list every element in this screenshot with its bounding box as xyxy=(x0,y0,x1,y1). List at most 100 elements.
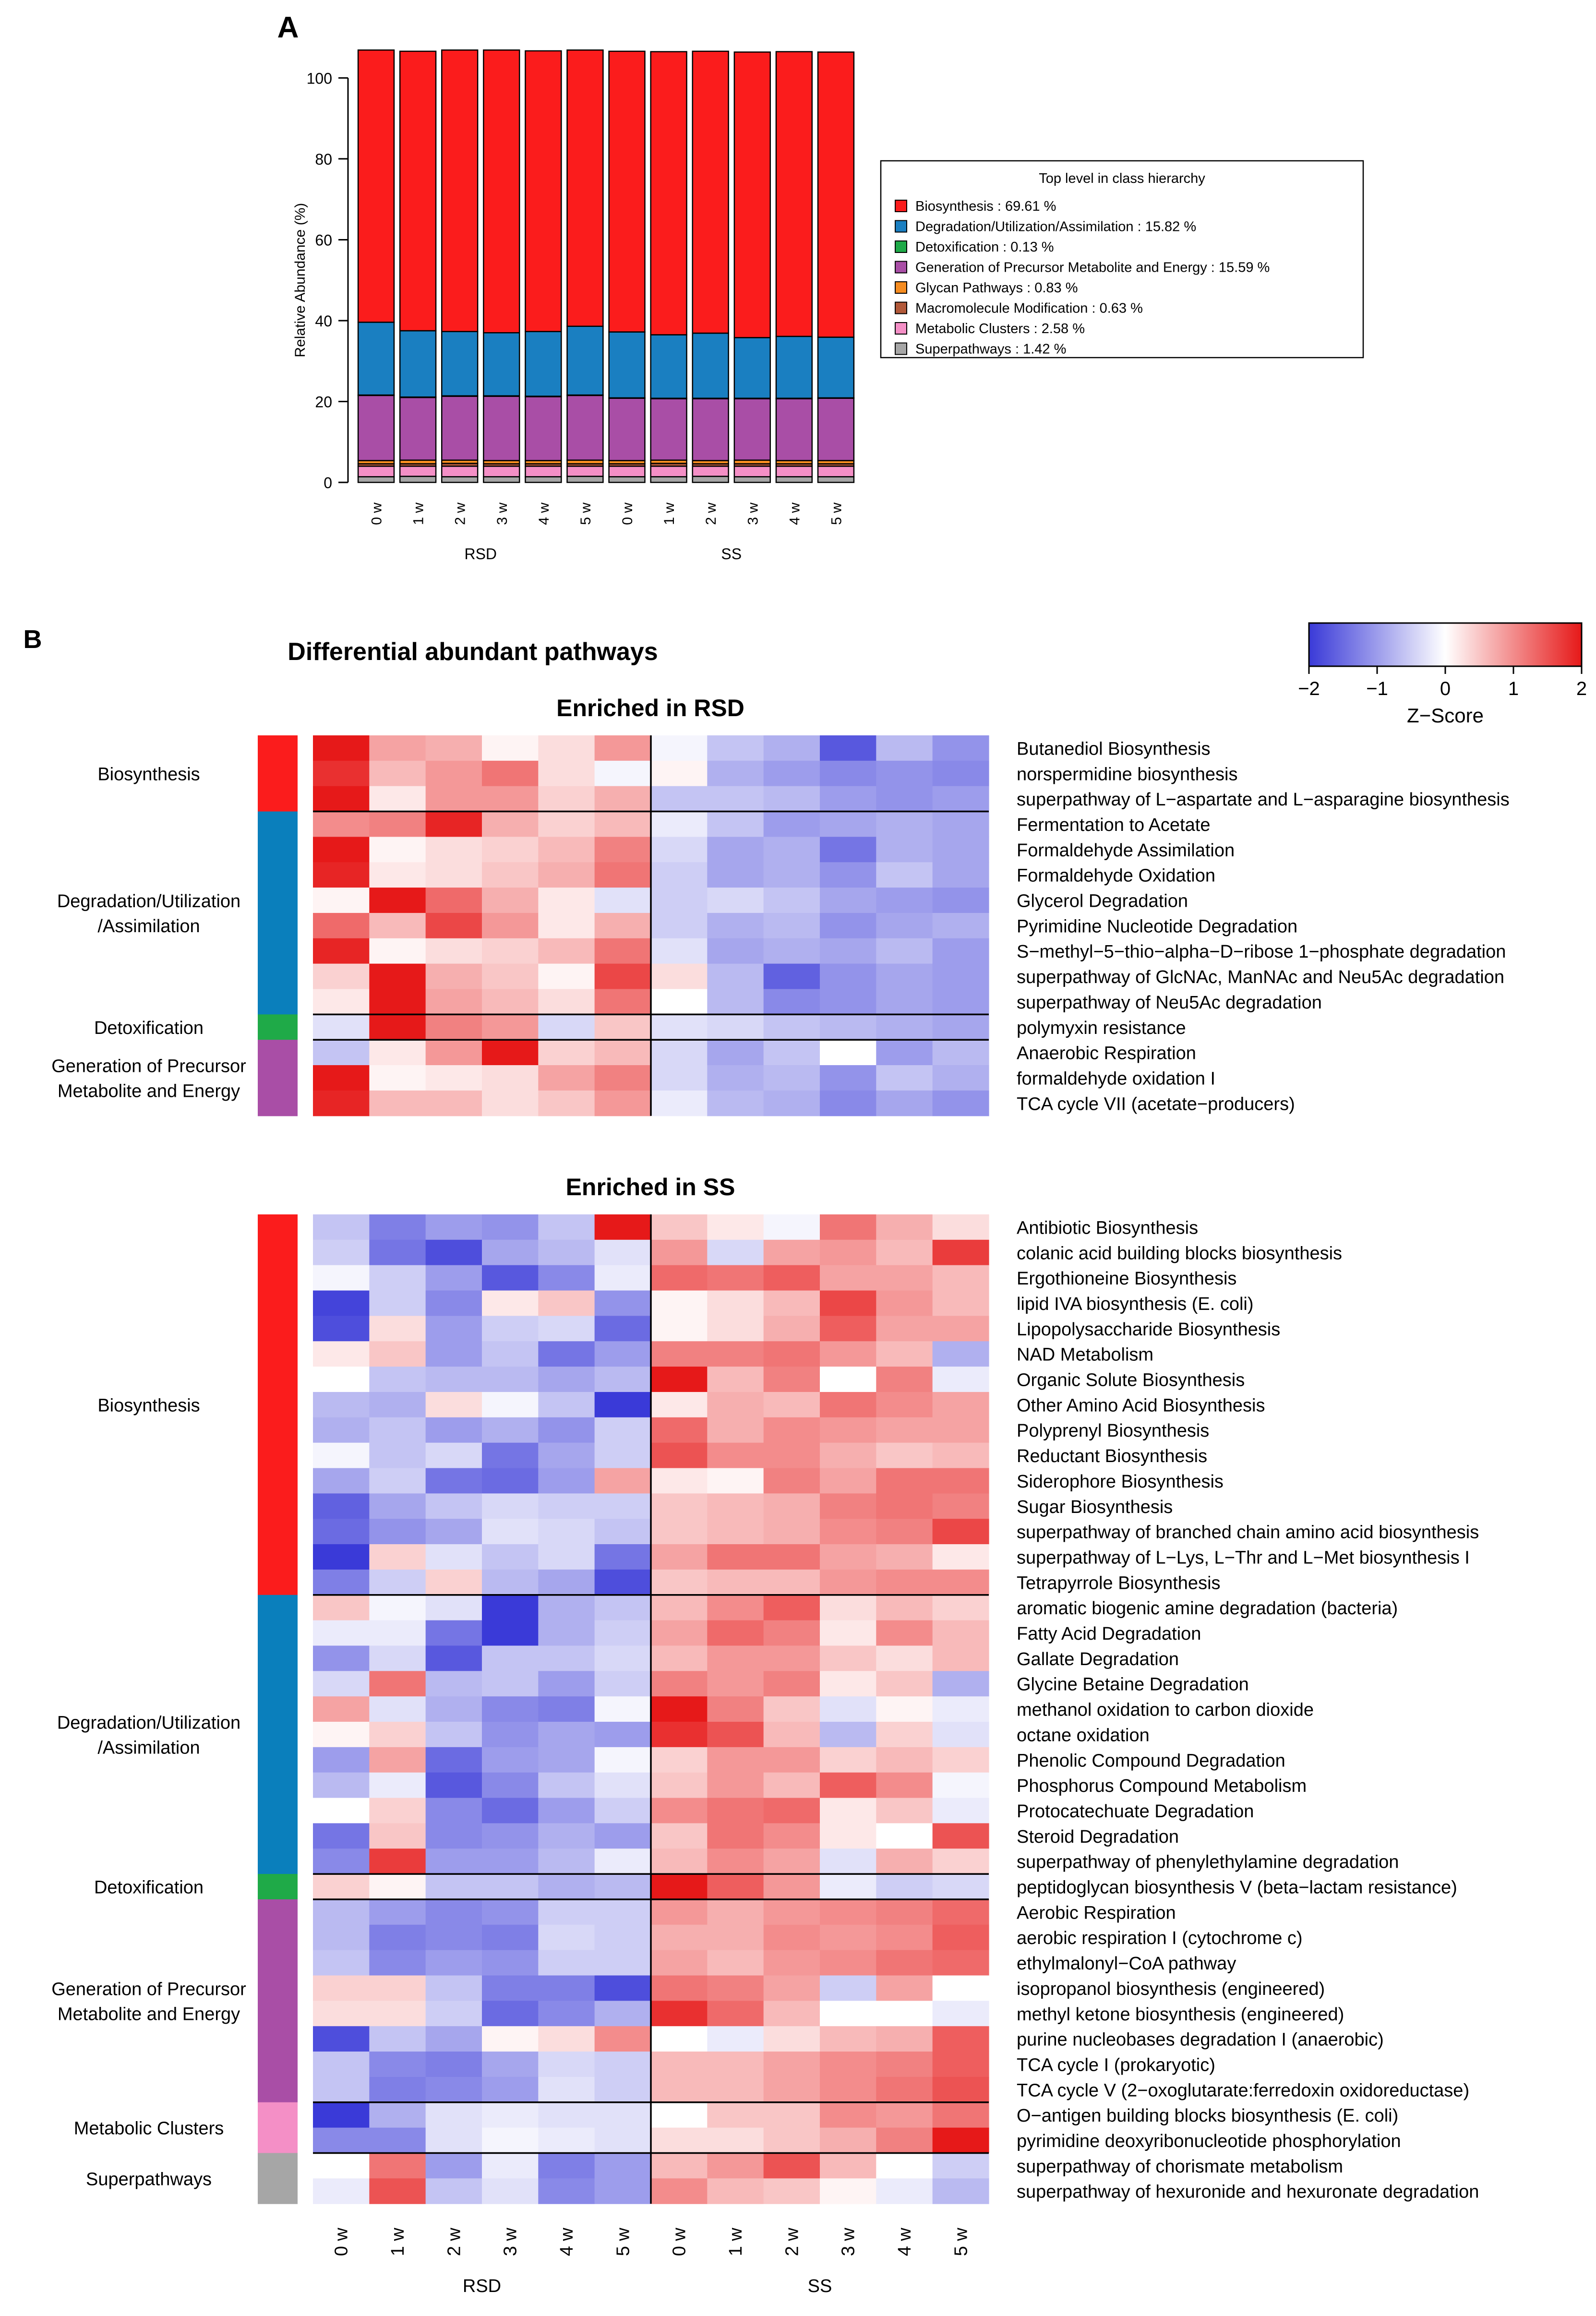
heatmap-cell xyxy=(932,1722,989,1748)
bar-segment xyxy=(733,466,771,478)
row-label: formaldehyde oxidation I xyxy=(1017,1068,1215,1089)
heatmap-cell xyxy=(707,1696,764,1722)
row-label: Butanediol Biosynthesis xyxy=(1017,739,1210,759)
heatmap-cell xyxy=(313,1620,370,1646)
column-label: 0 w xyxy=(332,2228,352,2256)
heatmap-cell xyxy=(538,1823,595,1849)
heatmap-cell xyxy=(538,1265,595,1291)
heatmap-cell xyxy=(763,837,820,863)
heatmap-cell xyxy=(763,735,820,761)
heatmap-cell xyxy=(707,1468,764,1494)
heatmap-cell xyxy=(482,1747,539,1773)
heatmap-cell xyxy=(651,2102,708,2128)
x-tick-label: 4 w xyxy=(536,503,552,525)
heatmap-cell xyxy=(707,2153,764,2179)
heatmap-cell xyxy=(369,1316,426,1342)
block-title: Enriched in RSD xyxy=(556,695,744,721)
heatmap-cell xyxy=(707,735,764,761)
heatmap-cell xyxy=(594,963,651,990)
heatmap-cell xyxy=(538,912,595,939)
row-label: methyl ketone biosynthesis (engineered) xyxy=(1017,2004,1344,2025)
row-label: Other Amino Acid Biosynthesis xyxy=(1017,1395,1265,1416)
row-label: Gallate Degradation xyxy=(1017,1649,1179,1669)
heatmap-cell xyxy=(876,1090,933,1116)
legend-entry: Detoxification : 0.13 % xyxy=(915,240,1054,255)
heatmap-cell xyxy=(932,1417,989,1443)
heatmap-cell xyxy=(369,1239,426,1266)
heatmap-cell xyxy=(369,1341,426,1367)
heatmap-cell xyxy=(876,1798,933,1824)
heatmap-cell xyxy=(876,1290,933,1316)
heatmap-cell xyxy=(425,1493,482,1519)
heatmap-cell xyxy=(538,1290,595,1316)
category-label: Detoxification xyxy=(94,1878,204,1898)
heatmap-cell xyxy=(820,888,876,913)
heatmap-cell xyxy=(369,912,426,939)
category-bar xyxy=(258,1040,298,1116)
heatmap-cell xyxy=(763,1544,820,1570)
heatmap-cell xyxy=(707,1722,764,1748)
heatmap-cell xyxy=(313,1519,370,1545)
heatmap-cell xyxy=(820,2127,876,2154)
heatmap-cell xyxy=(876,735,933,761)
heatmap-cell xyxy=(932,1924,989,1951)
heatmap-cell xyxy=(313,1874,370,1900)
heatmap-cell xyxy=(707,1544,764,1570)
heatmap-cell xyxy=(594,760,651,787)
heatmap-cell xyxy=(932,2102,989,2128)
heatmap-cell xyxy=(763,1975,820,2001)
heatmap-cell xyxy=(651,1975,708,2001)
heatmap-cell xyxy=(482,1468,539,1494)
bar-segment xyxy=(817,476,855,483)
heatmap-cell xyxy=(482,1569,539,1596)
heatmap-cell xyxy=(876,1696,933,1722)
heatmap-cell xyxy=(538,1493,595,1519)
heatmap-cell xyxy=(313,837,370,863)
heatmap-cell xyxy=(594,1392,651,1418)
block-title: Enriched in SS xyxy=(566,1174,735,1200)
heatmap-cell xyxy=(538,1798,595,1824)
row-label: lipid IVA biosynthesis (E. coli) xyxy=(1017,1294,1254,1314)
heatmap-cell xyxy=(313,1823,370,1849)
heatmap-cell xyxy=(932,1265,989,1291)
heatmap-cell xyxy=(651,1645,708,1671)
heatmap-cell xyxy=(763,2153,820,2179)
heatmap-cell xyxy=(876,1040,933,1066)
bar-segment xyxy=(733,476,771,483)
category-label: Generation of Precursor xyxy=(51,1979,246,1999)
bar-segment xyxy=(566,395,604,461)
bar-segment xyxy=(775,466,813,478)
heatmap-cell xyxy=(763,1468,820,1494)
heatmap-cell xyxy=(313,2026,370,2052)
heatmap-cell xyxy=(369,1772,426,1799)
heatmap-cell xyxy=(594,2052,651,2077)
heatmap-cell xyxy=(763,1595,820,1621)
heatmap-cell xyxy=(369,1823,426,1849)
heatmap-cell xyxy=(763,1823,820,1849)
heatmap-cell xyxy=(707,938,764,964)
heatmap-cell xyxy=(594,1014,651,1040)
heatmap-cell xyxy=(369,1265,426,1291)
x-tick-label: 1 w xyxy=(661,503,677,525)
heatmap-cell xyxy=(932,1671,989,1697)
heatmap-cell xyxy=(820,1620,876,1646)
heatmap-cell xyxy=(651,1367,708,1392)
heatmap-cell xyxy=(876,1848,933,1874)
heatmap-cell xyxy=(594,811,651,837)
legend-swatch xyxy=(895,220,907,233)
row-label: peptidoglycan biosynthesis V (beta−lacta… xyxy=(1017,1878,1457,1898)
heatmap-cell xyxy=(763,1620,820,1646)
heatmap-cell xyxy=(482,1090,539,1116)
heatmap-cell xyxy=(707,912,764,939)
heatmap-cell xyxy=(876,1544,933,1570)
heatmap-cell xyxy=(763,1493,820,1519)
row-label: Pyrimidine Nucleotide Degradation xyxy=(1017,916,1297,936)
heatmap-cell xyxy=(313,1595,370,1621)
bar-segment xyxy=(483,332,520,396)
heatmap-cell xyxy=(932,1065,989,1091)
heatmap-cell xyxy=(369,1214,426,1240)
category-bar xyxy=(258,2153,298,2204)
bar-segment xyxy=(650,476,687,483)
heatmap-cell xyxy=(369,963,426,990)
y-tick-label: 0 xyxy=(324,474,332,492)
